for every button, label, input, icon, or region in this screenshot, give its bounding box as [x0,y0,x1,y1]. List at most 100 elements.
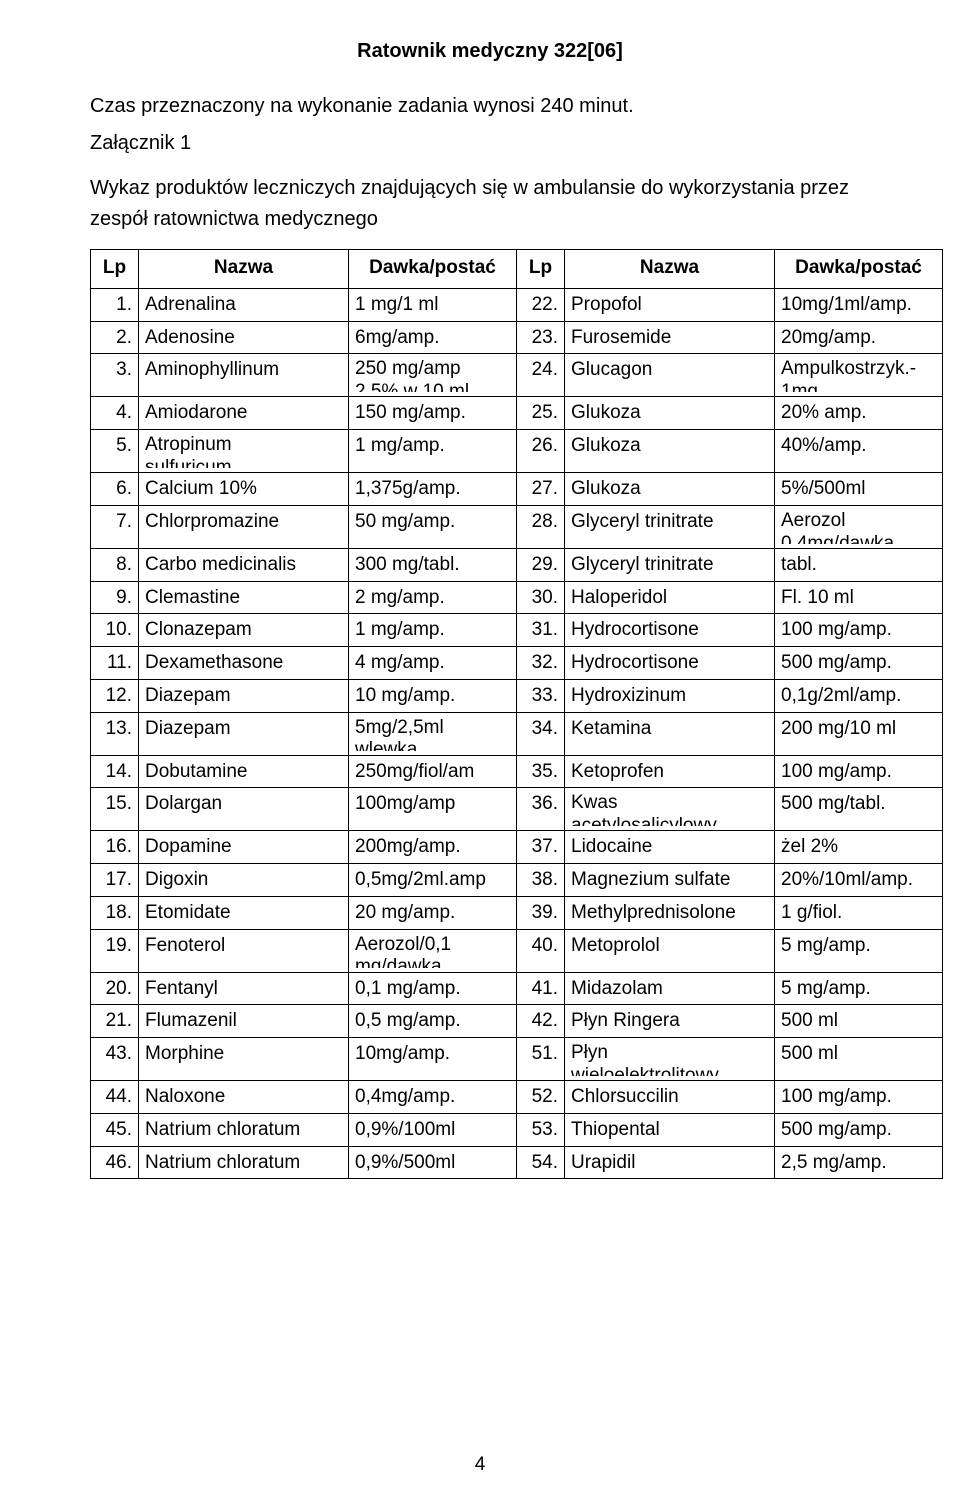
table-row: 17.Digoxin0,5mg/2ml.amp38.Magnezium sulf… [91,864,943,897]
cell-nazwa-right: Płynwieloelektrolitowy [565,1038,775,1081]
table-row: 10.Clonazepam1 mg/amp.31.Hydrocortisone1… [91,614,943,647]
cell-dawka-left: 1 mg/amp. [349,614,517,647]
cell-dawka-right: tabl. [775,548,943,581]
doc-title: Ratownik medyczny 322[06] [90,40,890,63]
cell-dawka-left: 1 mg/amp. [349,430,517,473]
cell-dawka-left: 20 mg/amp. [349,896,517,929]
cell-dawka-right: 100 mg/amp. [775,755,943,788]
cell-nazwa-left: Dexamethasone [139,647,349,680]
cell-nazwa-left: Adenosine [139,321,349,354]
cell-nazwa-right: Glucagon [565,354,775,397]
cell-lp-right: 36. [517,788,565,831]
cell-dawka-right: 10mg/1ml/amp. [775,288,943,321]
table-row: 3.Aminophyllinum250 mg/amp2,5% w 10 ml24… [91,354,943,397]
cell-dawka-left: Aerozol/0,1mg/dawka [349,929,517,972]
cell-lp-left: 16. [91,831,139,864]
cell-nazwa-left: Fentanyl [139,972,349,1005]
cell-lp-left: 6. [91,473,139,506]
cell-dawka-left: 10 mg/amp. [349,679,517,712]
cell-lp-right: 29. [517,548,565,581]
cell-dawka-left: 1,375g/amp. [349,473,517,506]
cell-lp-right: 31. [517,614,565,647]
cell-dawka-right: żel 2% [775,831,943,864]
cell-lp-left: 7. [91,505,139,548]
table-row: 11.Dexamethasone4 mg/amp.32.Hydrocortiso… [91,647,943,680]
cell-dawka-right: Ampulkostrzyk.-1mg [775,354,943,397]
cell-lp-right: 24. [517,354,565,397]
table-row: 13.Diazepam5mg/2,5mlwlewka34.Ketamina200… [91,712,943,755]
cell-lp-left: 11. [91,647,139,680]
cell-dawka-left: 5mg/2,5mlwlewka [349,712,517,755]
cell-dawka-right: Fl. 10 ml [775,581,943,614]
cell-nazwa-right: Chlorsuccilin [565,1081,775,1114]
cell-nazwa-right: Midazolam [565,972,775,1005]
cell-nazwa-left: Fenoterol [139,929,349,972]
cell-nazwa-right: Magnezium sulfate [565,864,775,897]
cell-nazwa-right: Glukoza [565,397,775,430]
cell-dawka-right: 500 mg/tabl. [775,788,943,831]
cell-dawka-right: 5 mg/amp. [775,972,943,1005]
cell-lp-right: 40. [517,929,565,972]
cell-lp-right: 42. [517,1005,565,1038]
cell-nazwa-left: Natrium chloratum [139,1113,349,1146]
cell-lp-left: 20. [91,972,139,1005]
cell-dawka-right: 5%/500ml [775,473,943,506]
cell-nazwa-left: Morphine [139,1038,349,1081]
cell-lp-left: 1. [91,288,139,321]
table-row: 20.Fentanyl0,1 mg/amp.41.Midazolam5 mg/a… [91,972,943,1005]
cell-nazwa-right: Kwasacetylosalicylowy [565,788,775,831]
cell-lp-left: 45. [91,1113,139,1146]
cell-nazwa-left: Atropinumsulfuricum [139,430,349,473]
cell-nazwa-left: Digoxin [139,864,349,897]
cell-dawka-right: 5 mg/amp. [775,929,943,972]
cell-lp-right: 54. [517,1146,565,1179]
cell-nazwa-left: Clonazepam [139,614,349,647]
table-row: 19.FenoterolAerozol/0,1mg/dawka40.Metopr… [91,929,943,972]
cell-nazwa-right: Glukoza [565,430,775,473]
cell-dawka-left: 250mg/fiol/am [349,755,517,788]
cell-dawka-right: 500 mg/amp. [775,647,943,680]
cell-dawka-right: 500 ml [775,1005,943,1038]
cell-nazwa-left: Diazepam [139,679,349,712]
cell-lp-left: 9. [91,581,139,614]
cell-dawka-left: 10mg/amp. [349,1038,517,1081]
cell-lp-left: 4. [91,397,139,430]
cell-nazwa-right: Methylprednisolone [565,896,775,929]
cell-dawka-left: 150 mg/amp. [349,397,517,430]
cell-dawka-left: 2 mg/amp. [349,581,517,614]
table-row: 15.Dolargan100mg/amp36.Kwasacetylosalicy… [91,788,943,831]
table-row: 9.Clemastine2 mg/amp.30.HaloperidolFl. 1… [91,581,943,614]
cell-nazwa-right: Furosemide [565,321,775,354]
cell-nazwa-left: Clemastine [139,581,349,614]
table-row: 7.Chlorpromazine50 mg/amp.28.Glyceryl tr… [91,505,943,548]
cell-lp-right: 37. [517,831,565,864]
cell-dawka-left: 50 mg/amp. [349,505,517,548]
cell-nazwa-left: Naloxone [139,1081,349,1114]
table-row: 14.Dobutamine250mg/fiol/am35.Ketoprofen1… [91,755,943,788]
cell-dawka-right: 40%/amp. [775,430,943,473]
cell-lp-right: 30. [517,581,565,614]
cell-lp-right: 41. [517,972,565,1005]
cell-lp-left: 15. [91,788,139,831]
cell-lp-left: 13. [91,712,139,755]
cell-lp-left: 5. [91,430,139,473]
table-row: 21.Flumazenil0,5 mg/amp.42.Płyn Ringera5… [91,1005,943,1038]
cell-nazwa-left: Etomidate [139,896,349,929]
cell-nazwa-right: Urapidil [565,1146,775,1179]
cell-lp-left: 18. [91,896,139,929]
table-row: 45.Natrium chloratum0,9%/100ml53.Thiopen… [91,1113,943,1146]
col-dawka2: Dawka/postać [775,250,943,289]
table-row: 46.Natrium chloratum0,9%/500ml54.Urapidi… [91,1146,943,1179]
cell-lp-right: 51. [517,1038,565,1081]
cell-nazwa-left: Carbo medicinalis [139,548,349,581]
cell-dawka-left: 100mg/amp [349,788,517,831]
page-number: 4 [0,1454,960,1476]
cell-nazwa-left: Natrium chloratum [139,1146,349,1179]
cell-lp-right: 34. [517,712,565,755]
cell-dawka-left: 0,9%/100ml [349,1113,517,1146]
cell-dawka-left: 0,5 mg/amp. [349,1005,517,1038]
cell-lp-left: 43. [91,1038,139,1081]
cell-dawka-right: 0,1g/2ml/amp. [775,679,943,712]
cell-dawka-left: 300 mg/tabl. [349,548,517,581]
cell-nazwa-left: Diazepam [139,712,349,755]
